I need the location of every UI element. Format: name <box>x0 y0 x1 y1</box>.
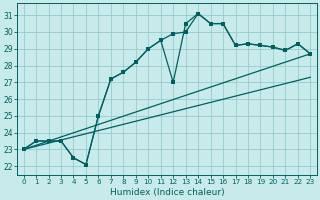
X-axis label: Humidex (Indice chaleur): Humidex (Indice chaleur) <box>110 188 224 197</box>
